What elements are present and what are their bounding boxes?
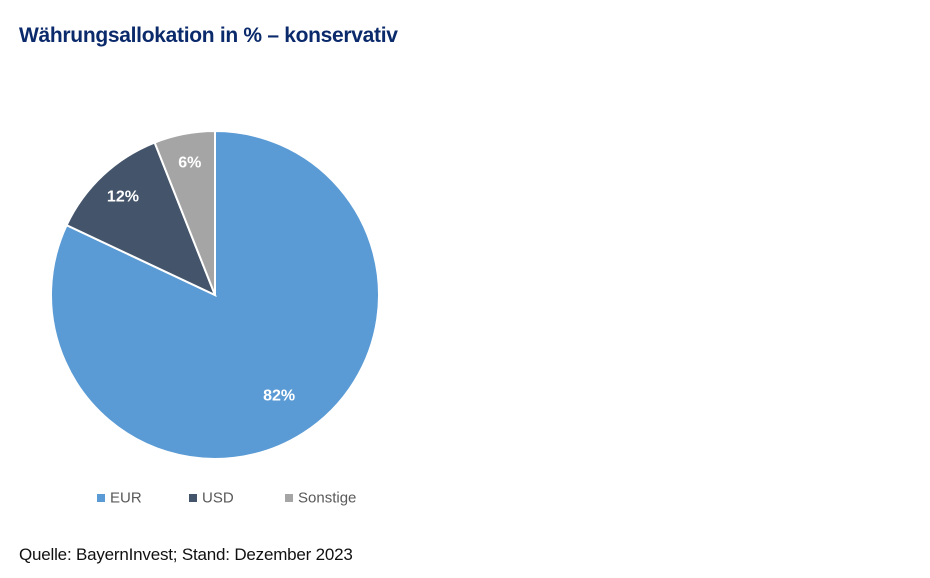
legend-swatch-usd xyxy=(189,494,197,502)
legend-label-sonstige: Sonstige xyxy=(298,490,356,507)
legend-swatch-eur xyxy=(97,494,105,502)
pie-slice-usd xyxy=(65,141,217,297)
legend-swatch-sonstige xyxy=(285,494,293,502)
slice-label-usd: 12% xyxy=(107,188,139,205)
pie-slice-labels: 82% 12% 6% xyxy=(107,154,295,404)
slice-label-eur: 82% xyxy=(263,388,295,405)
slice-label-sonstige: 6% xyxy=(178,154,201,171)
legend-label-eur: EUR xyxy=(110,490,142,507)
source-note: Quelle: BayernInvest; Stand: Dezember 20… xyxy=(19,545,353,564)
chart-legend: EUR USD Sonstige xyxy=(97,490,356,507)
pie-slice-sonstige xyxy=(153,129,216,296)
pie-slices xyxy=(50,129,380,460)
chart-title: Währungsallokation in % – konservativ xyxy=(19,24,398,47)
legend-label-usd: USD xyxy=(202,490,234,507)
